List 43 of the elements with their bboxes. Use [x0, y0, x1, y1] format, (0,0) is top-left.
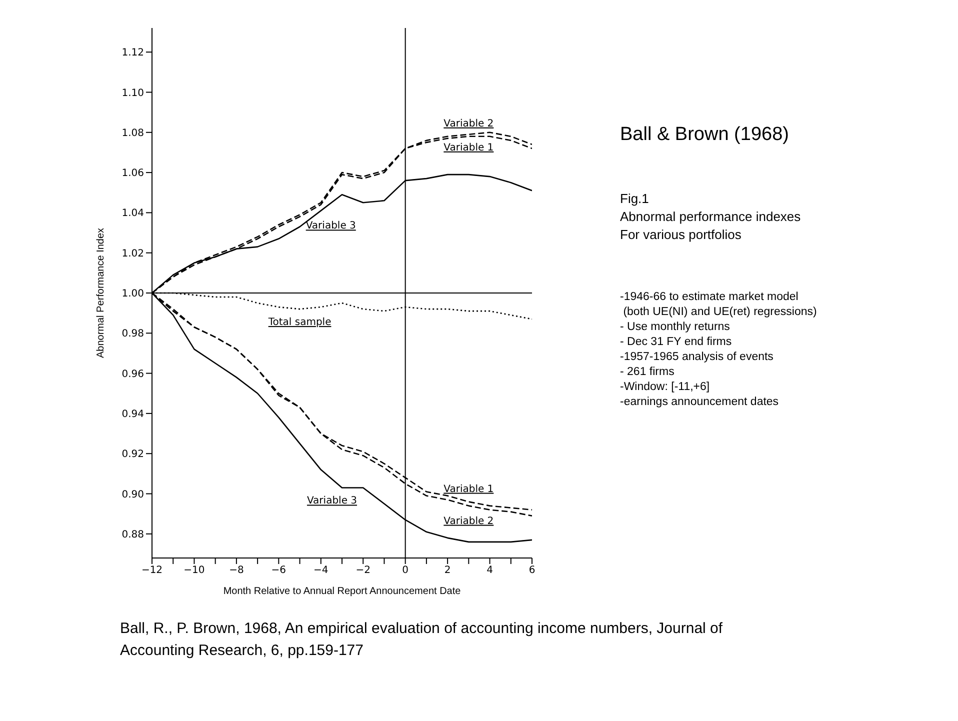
y-tick-label: 1.08	[122, 128, 144, 139]
text: - 261 firms	[620, 365, 676, 380]
x-tick-label: 6	[528, 565, 536, 576]
y-tick-label: 1.04	[122, 208, 144, 220]
x-tick-label: −10	[184, 565, 205, 576]
y-tick-label: 1.06	[122, 168, 144, 180]
text: -1946-66 to estimate market model	[620, 290, 800, 305]
x-tick-label: 4	[486, 565, 493, 576]
y-tick-label: 0.88	[122, 529, 144, 540]
text: - Use monthly returns	[620, 320, 731, 335]
y-tick-label: 0.90	[122, 489, 144, 500]
y-tick-label: 1.00	[122, 288, 144, 300]
x-tick-label: 0	[402, 565, 409, 576]
y-tick-label: 0.92	[122, 449, 144, 460]
text: (both UE(NI) and UE(ret) regressions)	[622, 305, 817, 320]
x-tick-label: −8	[229, 565, 244, 576]
text: Fig.1 Abnormal performance indexes For various portfolios	[620, 190, 801, 244]
series-label: Variable 2	[444, 516, 494, 527]
x-tick-label: 2	[444, 565, 451, 576]
text: - Dec 31 FY end firms	[620, 335, 733, 350]
series-label: Variable 3	[306, 496, 358, 507]
x-tick-label: −6	[271, 565, 286, 576]
x-tick-label: −4	[314, 565, 328, 576]
y-tick-label: 0.96	[122, 368, 144, 380]
text: Ball & Brown (1968)	[620, 124, 789, 146]
x-tick-label: −2	[356, 565, 370, 576]
text: -earnings announcement dates	[620, 395, 780, 410]
series-label: Variable 2	[444, 118, 494, 130]
series-label: Variable 1	[444, 484, 494, 495]
x-axis-title: Month Relative to Annual Report Announcement Date	[223, 586, 462, 597]
y-tick-label: 0.98	[122, 328, 144, 340]
x-tick-label: −12	[141, 565, 163, 576]
series-label: Variable 3	[306, 220, 356, 232]
y-tick-label: 0.94	[122, 409, 144, 420]
series-label: Total sample	[267, 317, 332, 328]
text: -1957-1965 analysis of events	[620, 350, 774, 365]
y-tick-label: 1.02	[122, 248, 144, 260]
y-axis-title: Abnormal Performance Index	[96, 228, 107, 358]
y-tick-label: 1.12	[122, 48, 144, 59]
y-tick-label: 1.10	[122, 88, 144, 99]
series-label: Variable 1	[444, 142, 494, 154]
text: -Window: [-11,+6]	[620, 380, 711, 395]
text: Ball, R., P. Brown, 1968, An empirical evaluation of accounting income numbers, Journal of Accounting Research, 6, pp.159-177	[120, 619, 724, 661]
